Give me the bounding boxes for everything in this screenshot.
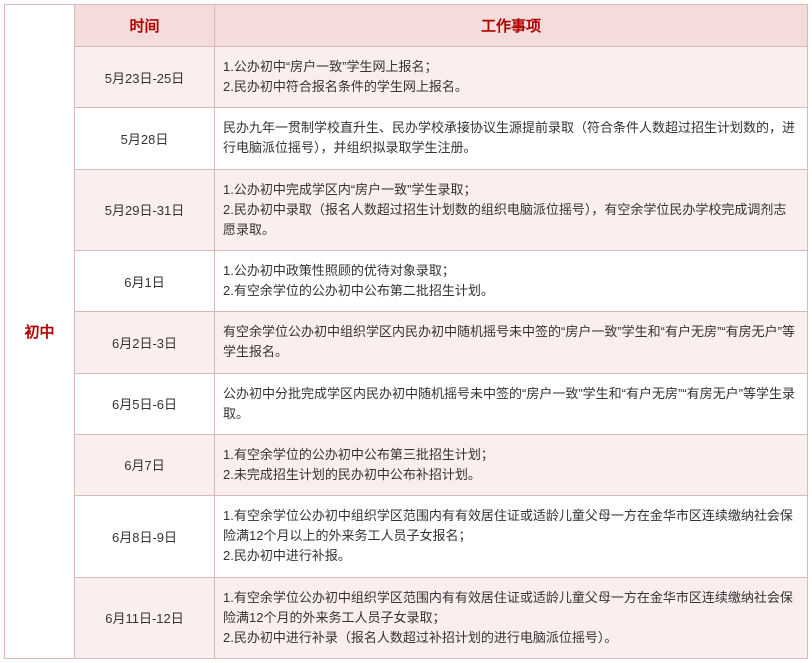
work-cell: 1.有空余学位的公办初中公布第三批招生计划； 2.未完成招生计划的民办初中公布补…: [215, 434, 808, 495]
time-cell: 6月8日-9日: [75, 496, 215, 577]
time-cell: 5月28日: [75, 108, 215, 169]
header-work: 工作事项: [215, 5, 808, 47]
work-cell: 1.有空余学位公办初中组织学区范围内有有效居住证或适龄儿童父母一方在金华市区连续…: [215, 577, 808, 658]
category-cell: 初中: [5, 5, 75, 659]
work-cell: 1.公办初中政策性照顾的优待对象录取； 2.有空余学位的公办初中公布第二批招生计…: [215, 250, 808, 311]
table-row: 6月5日-6日公办初中分批完成学区内民办初中随机摇号未中签的“房户一致”学生和“…: [5, 373, 808, 434]
work-cell: 1.有空余学位公办初中组织学区范围内有有效居住证或适龄儿童父母一方在金华市区连续…: [215, 496, 808, 577]
table-row: 6月8日-9日1.有空余学位公办初中组织学区范围内有有效居住证或适龄儿童父母一方…: [5, 496, 808, 577]
schedule-table: 初中 时间 工作事项 5月23日-25日1.公办初中“房户一致”学生网上报名； …: [4, 4, 808, 659]
work-cell: 1.公办初中完成学区内“房户一致”学生录取； 2.民办初中录取（报名人数超过招生…: [215, 169, 808, 250]
category-label: 初中: [24, 324, 54, 341]
table-row: 5月23日-25日1.公办初中“房户一致”学生网上报名； 2.民办初中符合报名条…: [5, 47, 808, 108]
table-row: 6月1日1.公办初中政策性照顾的优待对象录取； 2.有空余学位的公办初中公布第二…: [5, 250, 808, 311]
work-cell: 公办初中分批完成学区内民办初中随机摇号未中签的“房户一致”学生和“有户无房”“有…: [215, 373, 808, 434]
time-cell: 6月7日: [75, 434, 215, 495]
time-cell: 5月29日-31日: [75, 169, 215, 250]
table-row: 5月28日民办九年一贯制学校直升生、民办学校承接协议生源提前录取（符合条件人数超…: [5, 108, 808, 169]
header-time: 时间: [75, 5, 215, 47]
table-row: 5月29日-31日1.公办初中完成学区内“房户一致”学生录取； 2.民办初中录取…: [5, 169, 808, 250]
time-cell: 6月11日-12日: [75, 577, 215, 658]
work-cell: 1.公办初中“房户一致”学生网上报名； 2.民办初中符合报名条件的学生网上报名。: [215, 47, 808, 108]
work-cell: 有空余学位公办初中组织学区内民办初中随机摇号未中签的“房户一致”学生和“有户无房…: [215, 312, 808, 373]
work-cell: 民办九年一贯制学校直升生、民办学校承接协议生源提前录取（符合条件人数超过招生计划…: [215, 108, 808, 169]
table-row: 6月7日1.有空余学位的公办初中公布第三批招生计划； 2.未完成招生计划的民办初…: [5, 434, 808, 495]
table-row: 6月11日-12日1.有空余学位公办初中组织学区范围内有有效居住证或适龄儿童父母…: [5, 577, 808, 658]
header-row: 初中 时间 工作事项: [5, 5, 808, 47]
table-body: 初中 时间 工作事项 5月23日-25日1.公办初中“房户一致”学生网上报名； …: [5, 5, 808, 659]
table-row: 6月2日-3日有空余学位公办初中组织学区内民办初中随机摇号未中签的“房户一致”学…: [5, 312, 808, 373]
time-cell: 6月2日-3日: [75, 312, 215, 373]
time-cell: 5月23日-25日: [75, 47, 215, 108]
time-cell: 6月1日: [75, 250, 215, 311]
time-cell: 6月5日-6日: [75, 373, 215, 434]
